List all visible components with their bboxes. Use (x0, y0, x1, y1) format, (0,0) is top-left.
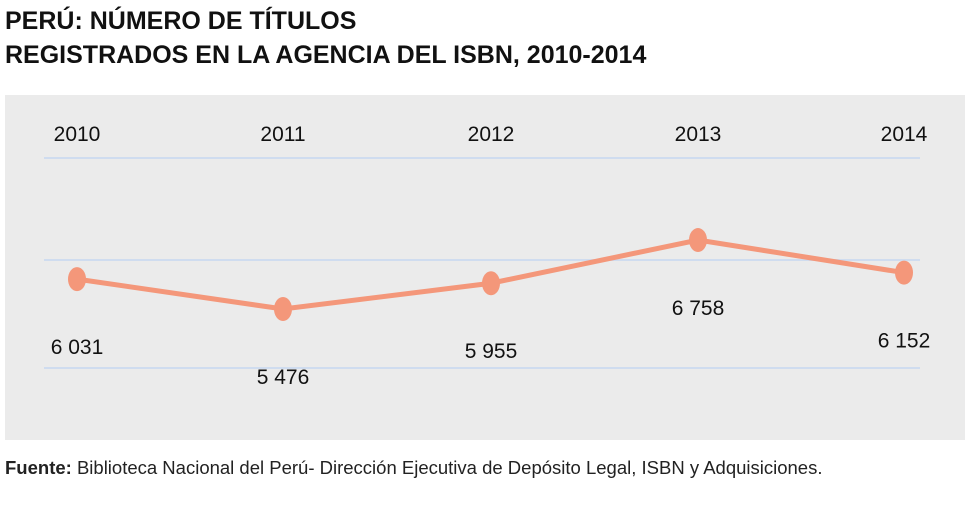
data-label: 6 152 (878, 330, 931, 353)
data-label: 5 955 (465, 340, 518, 363)
data-point (68, 267, 86, 292)
chart-title: PERÚ: NÚMERO DE TÍTULOS REGISTRADOS EN L… (5, 4, 646, 72)
title-line-1: PERÚ: NÚMERO DE TÍTULOS (5, 7, 357, 35)
data-point (482, 271, 500, 296)
data-point (895, 260, 913, 285)
data-point (274, 297, 292, 321)
x-tick-label: 2010 (54, 123, 101, 146)
source-text: Biblioteca Nacional del Perú- Dirección … (71, 457, 823, 478)
plot-background (5, 95, 965, 440)
data-label: 6 758 (672, 297, 725, 320)
line-chart: 2010 2011 2012 2013 2014 6 031 5 476 5 955 6 758… (5, 95, 965, 440)
title-line-2: REGISTRADOS EN LA AGENCIA DEL ISBN, 2010… (5, 41, 647, 69)
x-tick-label: 2014 (881, 123, 928, 146)
data-point (689, 228, 707, 253)
data-label: 6 031 (51, 336, 104, 359)
x-tick-label: 2013 (675, 123, 722, 146)
x-tick-label: 2011 (260, 123, 305, 146)
x-tick-label: 2012 (468, 123, 515, 146)
source-label: Fuente: (5, 457, 72, 478)
data-label: 5 476 (257, 366, 310, 389)
source-note: Fuente: Biblioteca Nacional del Perú- Di… (5, 453, 955, 483)
